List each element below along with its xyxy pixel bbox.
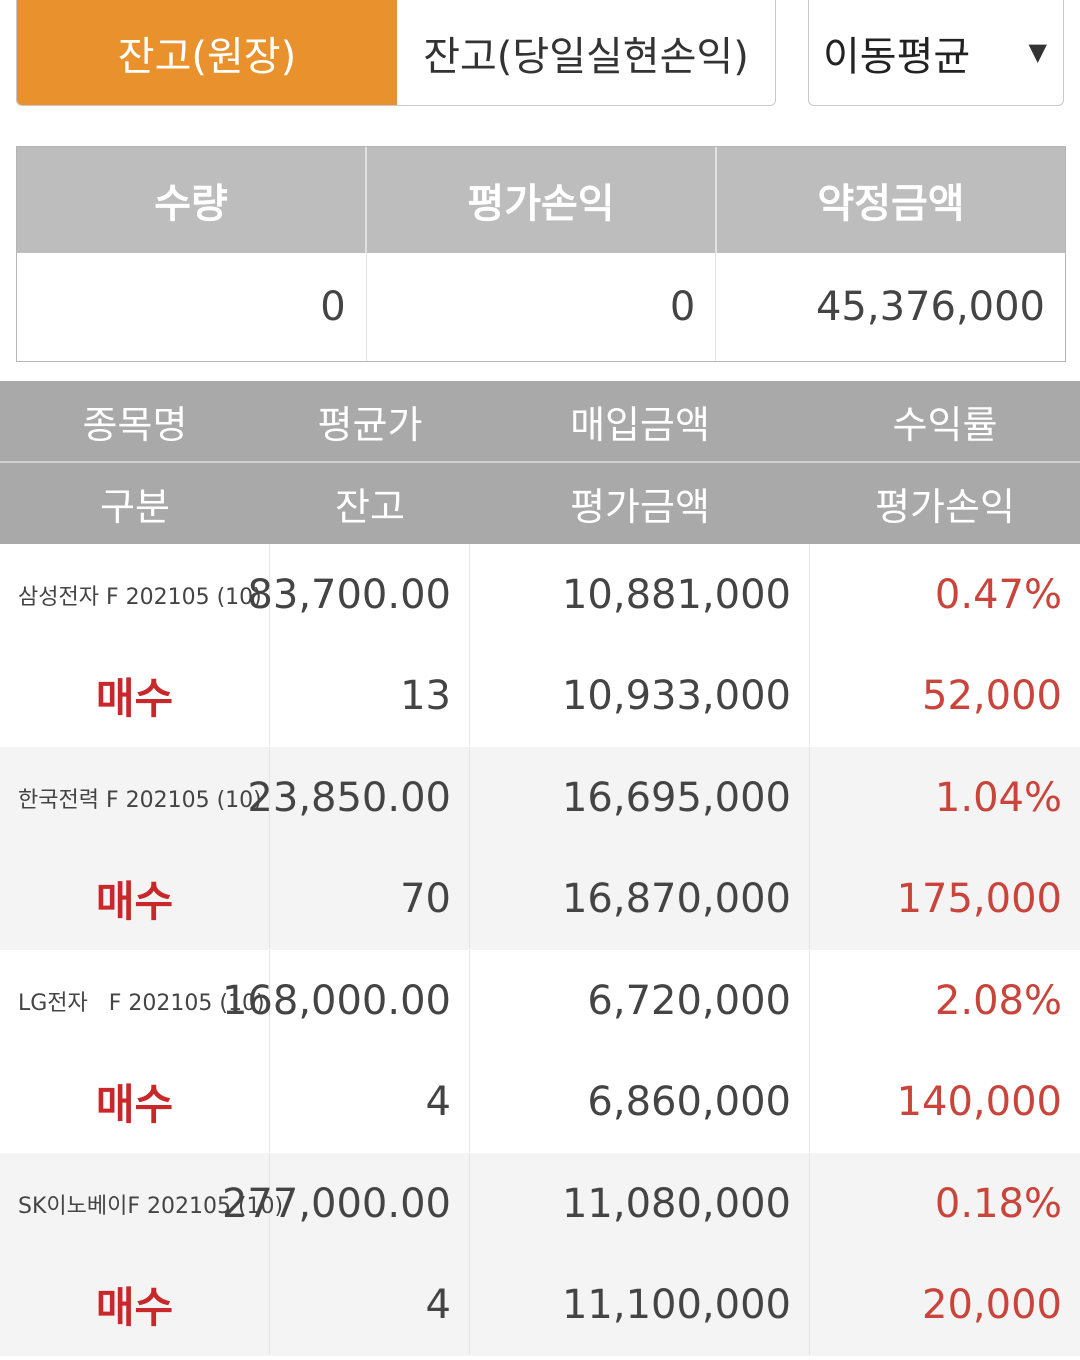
eval-pl: 20,000 bbox=[922, 1281, 1062, 1328]
balance: 70 bbox=[270, 848, 470, 949]
header-return-rate: 수익률 bbox=[892, 402, 998, 447]
tab-balance-realized-pl[interactable]: 잔고(당일실현손익) bbox=[397, 0, 775, 105]
chevron-down-icon: ▼ bbox=[1028, 38, 1047, 66]
balance: 13 bbox=[270, 645, 470, 746]
avg-price: 168,000.00 bbox=[222, 950, 470, 1051]
return-rate: 0.18% bbox=[934, 1180, 1062, 1227]
list-item[interactable]: 삼성전자 F 202105 (10) 83,700.00 10,881,000 … bbox=[0, 544, 1080, 747]
buy-amount: 11,080,000 bbox=[470, 1153, 810, 1254]
header-eval-pl: 평가손익 bbox=[875, 485, 1015, 529]
list-item[interactable]: SK이노베이F 202105 (10) 277,000.00 11,080,00… bbox=[0, 1153, 1080, 1356]
avg-price: 83,700.00 bbox=[247, 544, 470, 645]
header-stock-name: 종목명 bbox=[82, 402, 188, 447]
header-buy-amount: 매입금액 bbox=[570, 402, 710, 447]
eval-pl: 52,000 bbox=[922, 672, 1062, 719]
tab-balance-ledger[interactable]: 잔고(원장) bbox=[17, 0, 397, 105]
side-label: 매수 bbox=[0, 1254, 270, 1355]
stock-name: LG전자 F 202105 (10) bbox=[0, 950, 270, 1051]
return-rate: 0.47% bbox=[934, 571, 1062, 618]
balance-tab-bar: 잔고(원장) 잔고(당일실현손익) bbox=[16, 0, 776, 106]
avg-price: 23,850.00 bbox=[247, 747, 470, 848]
eval-amount: 11,100,000 bbox=[470, 1254, 810, 1355]
header-side: 구분 bbox=[100, 485, 170, 529]
summary-table: 수량 평가손익 약정금액 0 0 45,376,000 bbox=[16, 146, 1066, 362]
holdings-list: 삼성전자 F 202105 (10) 83,700.00 10,881,000 … bbox=[0, 544, 1080, 1356]
header-balance: 잔고 bbox=[335, 485, 405, 529]
buy-amount: 16,695,000 bbox=[470, 747, 810, 848]
buy-amount: 10,881,000 bbox=[470, 544, 810, 645]
summary-contract-amount-value: 45,376,000 bbox=[815, 284, 1046, 330]
stock-name: 한국전력 F 202105 (10) bbox=[0, 747, 270, 848]
list-item[interactable]: LG전자 F 202105 (10) 168,000.00 6,720,000 … bbox=[0, 950, 1080, 1153]
list-item[interactable]: 한국전력 F 202105 (10) 23,850.00 16,695,000 … bbox=[0, 747, 1080, 950]
return-rate: 1.04% bbox=[934, 774, 1062, 821]
side-label: 매수 bbox=[0, 645, 270, 746]
average-method-value: 이동평균 bbox=[823, 33, 971, 80]
stock-name: 삼성전자 F 202105 (10) bbox=[0, 544, 270, 645]
balance: 4 bbox=[270, 1051, 470, 1152]
eval-amount: 10,933,000 bbox=[470, 645, 810, 746]
side-label: 매수 bbox=[0, 1051, 270, 1152]
buy-amount: 6,720,000 bbox=[470, 950, 810, 1051]
summary-eval-pl-value: 0 bbox=[367, 253, 717, 361]
balance: 4 bbox=[270, 1254, 470, 1355]
return-rate: 2.08% bbox=[934, 977, 1062, 1024]
avg-price: 277,000.00 bbox=[222, 1153, 470, 1254]
stock-name: SK이노베이F 202105 (10) bbox=[0, 1153, 283, 1254]
eval-amount: 6,860,000 bbox=[470, 1051, 810, 1152]
eval-pl: 175,000 bbox=[896, 875, 1062, 922]
summary-quantity-value: 0 bbox=[17, 253, 367, 361]
header-avg-price: 평균가 bbox=[317, 402, 423, 447]
summary-header-quantity: 수량 bbox=[17, 147, 367, 253]
summary-header-eval-pl: 평가손익 bbox=[367, 147, 717, 253]
eval-amount: 16,870,000 bbox=[470, 848, 810, 949]
holdings-list-header: 종목명 평균가 매입금액 수익률 구분 잔고 평가금액 평가손익 bbox=[0, 381, 1080, 544]
side-label: 매수 bbox=[0, 848, 270, 949]
eval-pl: 140,000 bbox=[896, 1078, 1062, 1125]
summary-header-contract-amount: 약정금액 bbox=[817, 181, 965, 227]
header-eval-amount: 평가금액 bbox=[570, 485, 710, 529]
average-method-select[interactable]: 이동평균 ▼ bbox=[808, 0, 1064, 106]
